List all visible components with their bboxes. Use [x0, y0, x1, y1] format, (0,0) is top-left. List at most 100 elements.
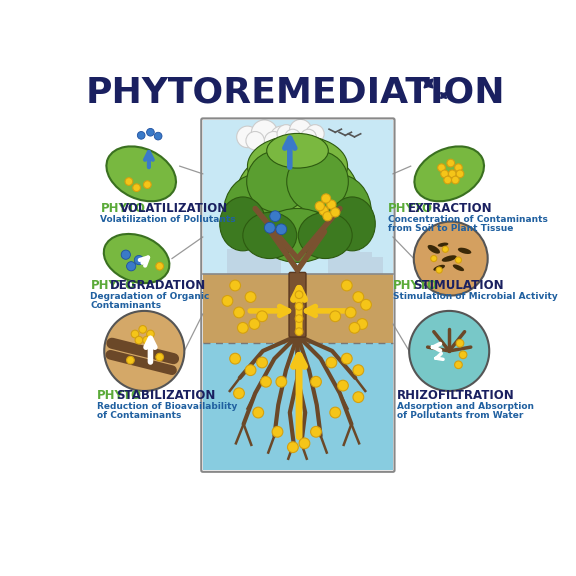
Circle shape [270, 211, 281, 222]
Ellipse shape [247, 151, 308, 213]
Bar [241, 239, 258, 274]
Ellipse shape [433, 265, 445, 271]
Bar [271, 259, 281, 274]
Bar [228, 249, 241, 274]
Circle shape [436, 267, 442, 273]
FancyBboxPatch shape [203, 343, 393, 470]
Text: VOLATILIZATION: VOLATILIZATION [120, 202, 229, 215]
Circle shape [245, 291, 256, 302]
Circle shape [290, 119, 312, 142]
Circle shape [327, 200, 336, 209]
Text: PHYTOREMEDIATION: PHYTOREMEDIATION [85, 76, 505, 110]
Circle shape [285, 129, 301, 145]
Circle shape [456, 170, 464, 177]
Circle shape [431, 256, 437, 262]
Circle shape [127, 357, 134, 364]
Text: of Contaminants: of Contaminants [97, 411, 181, 420]
Ellipse shape [329, 197, 376, 251]
Text: Volatilization of Pollutants: Volatilization of Pollutants [100, 215, 236, 223]
FancyBboxPatch shape [203, 120, 393, 274]
Circle shape [234, 388, 244, 399]
Circle shape [143, 181, 151, 188]
Ellipse shape [248, 135, 347, 197]
Ellipse shape [223, 174, 293, 251]
Circle shape [323, 211, 332, 221]
Text: of Pollutants from Water: of Pollutants from Water [397, 411, 523, 420]
Circle shape [264, 222, 275, 233]
Circle shape [135, 336, 143, 344]
Circle shape [237, 323, 248, 334]
Circle shape [301, 129, 316, 145]
Circle shape [230, 280, 241, 291]
Circle shape [249, 319, 260, 329]
Circle shape [454, 361, 463, 369]
Text: DEGRADATION: DEGRADATION [110, 279, 206, 292]
Circle shape [441, 170, 449, 177]
Circle shape [353, 291, 363, 302]
Text: Adsorption and Absorption: Adsorption and Absorption [397, 402, 534, 411]
Circle shape [251, 120, 278, 146]
Circle shape [143, 336, 150, 344]
Circle shape [222, 295, 233, 306]
Text: PHYTO: PHYTO [100, 202, 145, 215]
Circle shape [442, 246, 449, 252]
Text: STABILIZATION: STABILIZATION [116, 389, 216, 402]
Circle shape [146, 330, 154, 338]
Circle shape [454, 164, 463, 172]
Text: RHIZOFILTRATION: RHIZOFILTRATION [397, 389, 514, 402]
Ellipse shape [414, 146, 484, 201]
Circle shape [277, 124, 295, 143]
Circle shape [264, 131, 283, 150]
Circle shape [459, 351, 467, 359]
Circle shape [276, 224, 287, 234]
Text: PHYTO: PHYTO [90, 279, 135, 292]
Circle shape [345, 307, 356, 318]
Circle shape [342, 353, 352, 364]
Circle shape [357, 319, 367, 329]
Circle shape [121, 250, 130, 259]
Circle shape [295, 291, 303, 298]
Circle shape [139, 325, 146, 334]
Circle shape [326, 357, 337, 368]
Circle shape [319, 206, 328, 215]
Circle shape [131, 330, 139, 338]
Text: Stimulation of Microbial Activity: Stimulation of Microbial Activity [393, 292, 558, 301]
Circle shape [310, 426, 321, 437]
Text: from Soil to Plant Tissue: from Soil to Plant Tissue [388, 224, 513, 233]
Circle shape [452, 176, 459, 184]
Circle shape [306, 124, 324, 143]
Ellipse shape [243, 213, 297, 259]
Text: STIMULATION: STIMULATION [413, 279, 503, 292]
Circle shape [234, 307, 244, 318]
Circle shape [230, 353, 241, 364]
Text: EXTRACTION: EXTRACTION [407, 202, 492, 215]
Circle shape [353, 392, 363, 403]
Circle shape [361, 300, 372, 310]
Circle shape [342, 280, 352, 291]
Ellipse shape [438, 242, 448, 247]
Circle shape [132, 184, 141, 192]
Circle shape [156, 263, 164, 270]
Text: Concentration of Contaminants: Concentration of Contaminants [388, 215, 547, 223]
Circle shape [315, 202, 324, 211]
Circle shape [260, 376, 271, 387]
Ellipse shape [442, 255, 457, 262]
Text: Degradation of Organic: Degradation of Organic [90, 292, 210, 301]
Circle shape [287, 442, 298, 453]
Circle shape [127, 262, 136, 271]
Circle shape [456, 339, 464, 347]
Text: PHYTO: PHYTO [393, 279, 438, 292]
Circle shape [137, 131, 145, 139]
Bar [372, 257, 383, 274]
Circle shape [125, 177, 132, 185]
Circle shape [310, 376, 321, 387]
Circle shape [299, 438, 310, 449]
Circle shape [321, 194, 331, 203]
Circle shape [447, 159, 454, 167]
Ellipse shape [298, 213, 352, 259]
Ellipse shape [287, 151, 348, 213]
Circle shape [409, 311, 489, 391]
Circle shape [456, 257, 461, 263]
Circle shape [156, 353, 164, 361]
Circle shape [272, 426, 283, 437]
